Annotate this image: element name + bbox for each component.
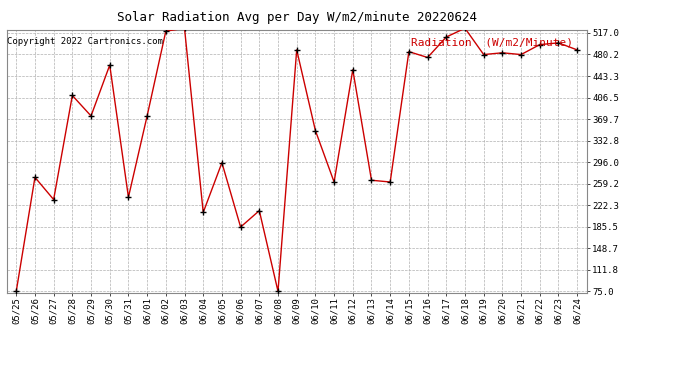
- Text: Solar Radiation Avg per Day W/m2/minute 20220624: Solar Radiation Avg per Day W/m2/minute …: [117, 11, 477, 24]
- Text: Copyright 2022 Cartronics.com: Copyright 2022 Cartronics.com: [7, 38, 163, 46]
- Text: Radiation  (W/m2/Minute): Radiation (W/m2/Minute): [411, 38, 573, 48]
